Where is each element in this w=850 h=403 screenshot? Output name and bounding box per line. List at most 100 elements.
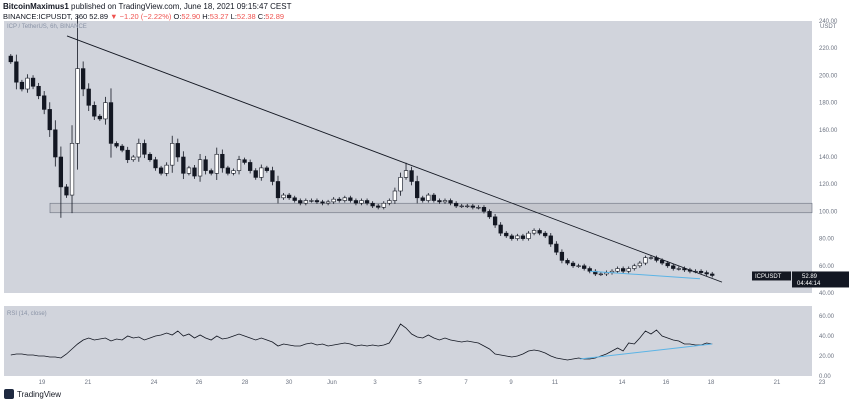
candle xyxy=(225,165,231,176)
candle xyxy=(598,271,604,276)
author-name[interactable]: BitcoinMaximus1 xyxy=(3,2,69,11)
candle-body xyxy=(275,181,281,199)
candle-body xyxy=(131,156,136,161)
candle xyxy=(570,261,576,268)
candle-body xyxy=(214,153,219,174)
candle-body xyxy=(587,268,592,272)
candle-body xyxy=(626,268,631,272)
candle xyxy=(470,203,475,210)
time-axis-tick: Jun xyxy=(327,380,337,386)
candle xyxy=(170,135,175,173)
candle-body xyxy=(42,95,47,110)
candle-body xyxy=(598,273,604,276)
candle xyxy=(253,168,258,180)
time-axis-tick: 23 xyxy=(819,380,826,386)
interval: 360 xyxy=(74,12,88,21)
candle xyxy=(103,96,108,125)
candle-body xyxy=(97,115,102,120)
footer-brand[interactable]: TradingView xyxy=(17,389,62,399)
tradingview-logo-icon xyxy=(4,389,14,399)
candle-body xyxy=(242,159,247,163)
candle-body xyxy=(303,200,308,204)
candle xyxy=(381,201,386,210)
candle-body xyxy=(554,243,559,253)
candle xyxy=(142,139,147,159)
candle-body xyxy=(398,177,403,192)
symbol-name: BINANCE:ICPUSDT xyxy=(3,12,71,21)
descending-trendline xyxy=(66,35,723,283)
candle-body xyxy=(487,211,492,218)
candle xyxy=(415,175,420,204)
candle xyxy=(19,79,25,92)
candle-body xyxy=(409,170,414,182)
candle xyxy=(509,233,514,241)
candle xyxy=(303,198,308,206)
candle xyxy=(309,198,314,203)
rsi-pane[interactable] xyxy=(4,306,812,376)
candle xyxy=(264,165,269,173)
candle xyxy=(576,263,581,268)
candle xyxy=(515,233,520,241)
candle xyxy=(459,203,464,208)
candle xyxy=(203,155,208,175)
time-axis-tick: 7 xyxy=(464,380,468,386)
candle xyxy=(164,162,169,177)
rsi-line xyxy=(10,323,713,361)
publish-header: BitcoinMaximus1 published on TradingView… xyxy=(3,2,291,11)
symbol-tag-text: ICPUSDT xyxy=(755,274,782,280)
candle xyxy=(531,228,537,236)
candle xyxy=(615,266,620,274)
candle xyxy=(114,141,119,149)
candle xyxy=(403,162,409,180)
price-axis-tick: 140.00 xyxy=(819,155,838,161)
time-axis-tick: 18 xyxy=(708,380,715,386)
candle-body xyxy=(281,194,286,199)
candle-body xyxy=(81,68,86,90)
candle xyxy=(25,74,30,93)
candle-body xyxy=(75,68,80,144)
candle xyxy=(465,203,470,208)
candle xyxy=(192,165,197,179)
candle xyxy=(370,201,375,208)
candle xyxy=(75,15,80,170)
candle xyxy=(682,266,687,272)
candle-body xyxy=(192,167,197,177)
candle-body xyxy=(403,170,409,178)
candle xyxy=(437,198,442,204)
candle xyxy=(158,165,164,176)
candle-body xyxy=(103,102,108,120)
price-axis-tick: 160.00 xyxy=(819,128,838,134)
candle xyxy=(286,193,292,200)
candle-body xyxy=(498,224,503,234)
candle xyxy=(209,168,214,176)
candle-body xyxy=(682,268,687,271)
candle xyxy=(587,266,592,274)
last-price: 52.89 xyxy=(89,12,109,21)
candle xyxy=(487,209,492,219)
candle-body xyxy=(515,235,520,239)
candle xyxy=(14,54,19,90)
candle xyxy=(420,195,425,203)
candle xyxy=(108,88,114,158)
candle-body xyxy=(114,143,119,147)
candle xyxy=(671,263,676,271)
time-axis-tick: 3 xyxy=(373,380,377,386)
candle-body xyxy=(19,81,25,90)
candle-body xyxy=(570,262,576,267)
candle-body xyxy=(364,200,370,204)
candle xyxy=(131,154,136,162)
candle-body xyxy=(186,167,192,174)
candle-body xyxy=(220,153,225,169)
candle xyxy=(275,175,281,204)
candle xyxy=(626,266,631,274)
main-pane[interactable] xyxy=(4,21,812,293)
candle-body xyxy=(559,251,565,261)
candle xyxy=(53,120,58,167)
candle-body xyxy=(392,190,398,201)
candle xyxy=(526,231,531,241)
candle xyxy=(353,198,359,206)
time-axis-tick: 14 xyxy=(619,380,626,386)
candle-body xyxy=(14,61,19,83)
candle-body xyxy=(342,197,347,201)
